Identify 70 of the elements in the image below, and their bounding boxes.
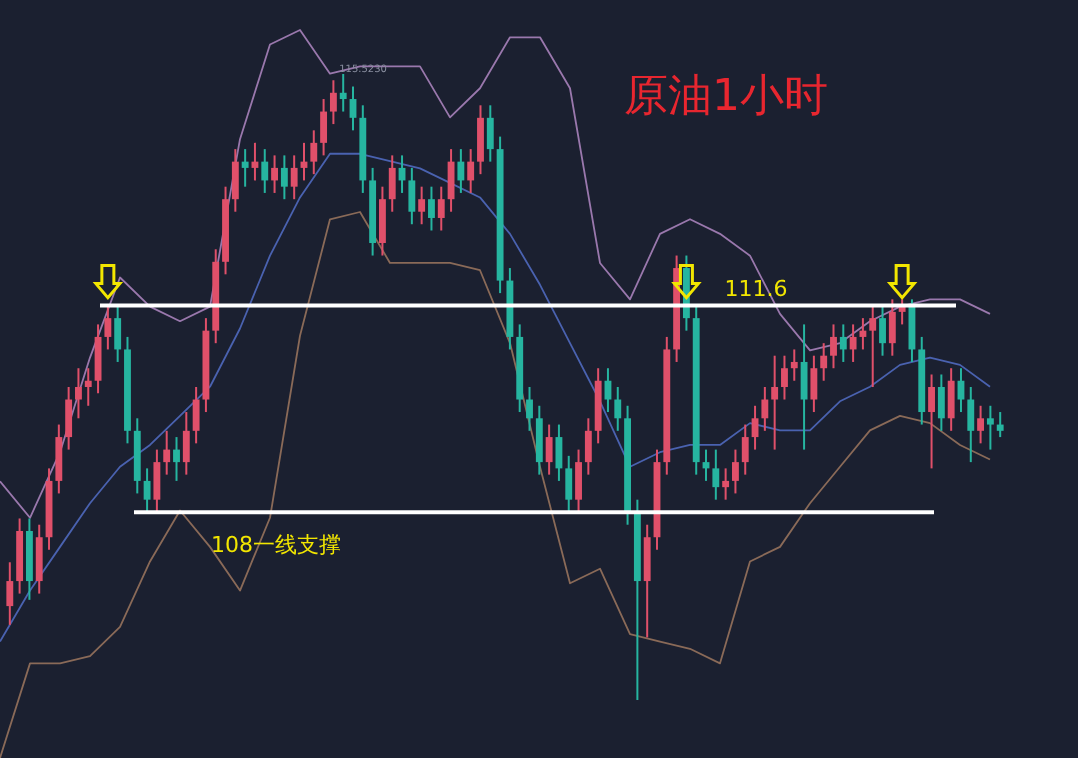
candlestick [535, 404, 543, 476]
candlestick [418, 185, 426, 226]
chart-title: 原油1小时 [624, 72, 828, 122]
candlestick [114, 304, 122, 363]
candlestick [830, 323, 837, 370]
candlestick [447, 148, 455, 213]
candlestick [339, 73, 347, 113]
candlestick [261, 148, 269, 194]
candlestick [280, 154, 288, 201]
candlestick [986, 404, 994, 451]
candlestick [143, 467, 151, 514]
candlestick [977, 404, 985, 445]
candlestick [879, 304, 886, 357]
candlestick [192, 386, 200, 445]
candlestick [408, 166, 416, 226]
candlestick [35, 523, 43, 595]
candlestick [741, 423, 749, 476]
candlestick [545, 423, 553, 476]
candlestick [75, 367, 82, 420]
candlestick [712, 448, 720, 501]
candlestick [996, 411, 1004, 439]
candlestick [428, 185, 435, 232]
annotation: 108一线支撑 [211, 532, 341, 559]
candlestick [329, 79, 337, 126]
candlestick [84, 367, 92, 407]
candlestick [320, 98, 328, 157]
candlestick [379, 185, 386, 257]
candlestick [467, 148, 475, 194]
candlestick [173, 436, 180, 482]
candlestick [104, 304, 112, 351]
candlestick [231, 148, 239, 213]
candlestick [575, 448, 582, 514]
candlestick [849, 323, 857, 363]
candlestick [290, 154, 298, 201]
candlestick [457, 148, 465, 194]
candlestick [584, 417, 592, 476]
candlestick [967, 386, 975, 464]
candlestick [6, 561, 14, 626]
candlestick [388, 154, 396, 213]
candlestick [55, 423, 63, 495]
candlestick [947, 367, 955, 432]
candlestick [182, 411, 190, 476]
candlestick [771, 354, 779, 451]
candlestick [790, 348, 798, 382]
candlestick [732, 448, 739, 495]
candlestick [781, 354, 788, 401]
candlestick [241, 148, 249, 188]
candlestick [937, 373, 945, 432]
candlestick [526, 386, 533, 432]
candlestick [722, 467, 730, 501]
candlestick [614, 386, 622, 432]
candlestick [928, 373, 935, 470]
candlestick [477, 104, 484, 176]
candlestick [820, 342, 828, 382]
candlestick [310, 129, 318, 176]
candlestick [859, 317, 867, 351]
candlestick [839, 323, 847, 363]
candlestick [810, 354, 818, 414]
candlestick [800, 323, 808, 451]
candlestick [65, 386, 73, 451]
candlestick [153, 448, 161, 514]
candlestick [565, 454, 573, 514]
candlestick [643, 523, 651, 639]
candlestick [163, 429, 171, 476]
candlestick [271, 154, 278, 194]
candlestick [437, 185, 445, 232]
candlestick [486, 104, 494, 163]
candlestick [869, 304, 877, 388]
candlestick [888, 298, 896, 357]
candlestick [761, 386, 769, 432]
